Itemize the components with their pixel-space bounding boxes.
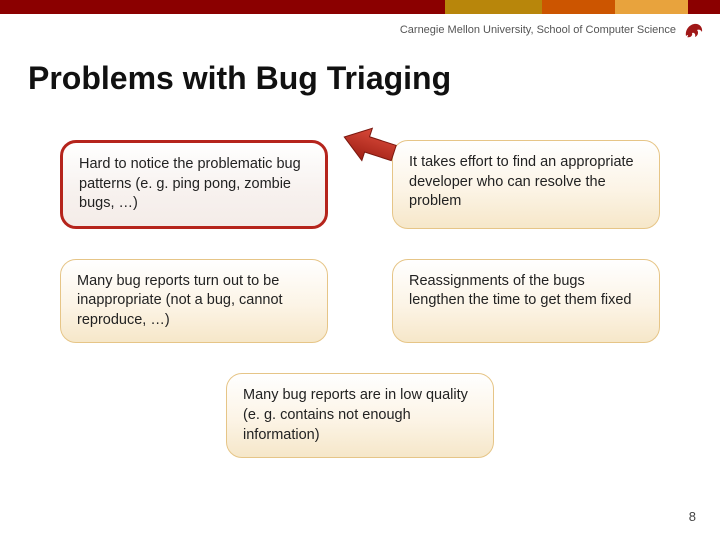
topbar-segment xyxy=(615,0,688,14)
top-accent-bar xyxy=(0,0,720,14)
topbar-segment xyxy=(688,0,720,14)
topbar-segment xyxy=(0,0,445,14)
box-top-right: It takes effort to find an appropriate d… xyxy=(392,140,660,229)
row-top: Hard to notice the problematic bug patte… xyxy=(60,140,660,229)
topbar-segment xyxy=(445,0,542,14)
topbar-segment xyxy=(542,0,615,14)
row-bottom: Many bug reports are in low quality (e. … xyxy=(60,373,660,458)
institution-text: Carnegie Mellon University, School of Co… xyxy=(400,24,676,36)
box-top-left-highlighted: Hard to notice the problematic bug patte… xyxy=(60,140,328,229)
row-middle: Many bug reports turn out to be inapprop… xyxy=(60,259,660,344)
content-grid: Hard to notice the problematic bug patte… xyxy=(60,140,660,458)
box-bottom-left: Many bug reports turn out to be inapprop… xyxy=(60,259,328,344)
page-number: 8 xyxy=(689,509,696,524)
box-bottom-right: Reassignments of the bugs lengthen the t… xyxy=(392,259,660,344)
box-bottom-center: Many bug reports are in low quality (e. … xyxy=(226,373,494,458)
slide-title: Problems with Bug Triaging xyxy=(0,42,720,97)
header-row: Carnegie Mellon University, School of Co… xyxy=(0,14,720,42)
cmu-scs-dragon-logo-icon xyxy=(682,18,706,42)
